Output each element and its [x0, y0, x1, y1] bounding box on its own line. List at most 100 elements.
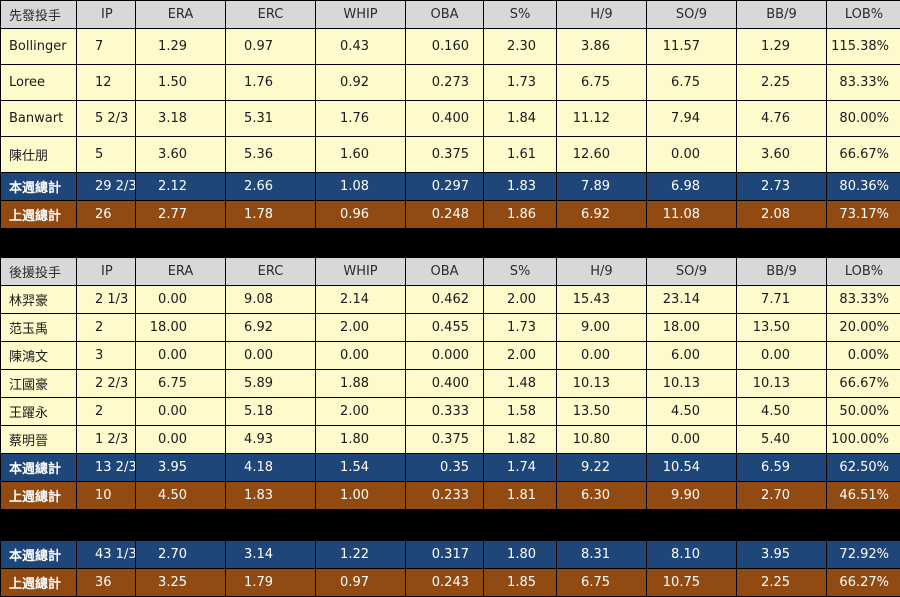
stat-so9: 7.94 — [647, 101, 736, 136]
pitcher-name: 林羿豪 — [1, 286, 76, 313]
stat-h9: 9.00 — [557, 314, 646, 341]
stat-s-pct: 1.80 — [484, 541, 556, 568]
starter-row: Bollinger 7 1.29 0.97 0.43 0.160 2.30 3.86 11.57… — [1, 29, 900, 64]
stat-bb9: 5.40 — [737, 426, 826, 453]
stat-s-pct: 2.00 — [484, 342, 556, 369]
column-header-erc: ERC — [226, 258, 315, 285]
stat-bb9: 13.50 — [737, 314, 826, 341]
starter-row: Loree 12 1.50 1.76 0.92 0.273 1.73 6.75 6.75 2.25… — [1, 65, 900, 100]
stat-whip: 2.14 — [316, 286, 405, 313]
stat-ip: 10 — [77, 482, 135, 509]
stat-oba: 0.000 — [406, 342, 483, 369]
stat-whip: 1.00 — [316, 482, 405, 509]
stat-erc: 1.76 — [226, 65, 315, 100]
stat-s-pct: 1.84 — [484, 101, 556, 136]
stat-h9: 6.75 — [557, 569, 646, 596]
stat-era: 0.00 — [136, 342, 225, 369]
stat-oba: 0.462 — [406, 286, 483, 313]
stat-oba: 0.317 — [406, 541, 483, 568]
pitcher-name: 陳仕朋 — [1, 137, 76, 172]
stat-s-pct: 1.83 — [484, 173, 556, 200]
stat-era: 0.00 — [136, 398, 225, 425]
pitcher-name: 本週總計 — [1, 173, 76, 200]
column-header-era: ERA — [136, 1, 225, 28]
stat-lob-pct: 66.67% — [827, 370, 900, 397]
stat-era: 1.50 — [136, 65, 225, 100]
column-header-s-pct: S% — [484, 1, 556, 28]
stat-erc: 0.00 — [226, 342, 315, 369]
stat-erc: 3.14 — [226, 541, 315, 568]
stat-s-pct: 1.58 — [484, 398, 556, 425]
stat-erc: 2.66 — [226, 173, 315, 200]
stat-ip: 43 1/3 — [77, 541, 135, 568]
stat-lob-pct: 72.92% — [827, 541, 900, 568]
stat-bb9: 2.73 — [737, 173, 826, 200]
column-header-erc: ERC — [226, 1, 315, 28]
stat-era: 3.60 — [136, 137, 225, 172]
stat-bb9: 6.59 — [737, 454, 826, 481]
stat-ip: 2 — [77, 398, 135, 425]
stat-whip: 1.08 — [316, 173, 405, 200]
stat-oba: 0.160 — [406, 29, 483, 64]
stat-so9: 11.08 — [647, 201, 736, 228]
stat-h9: 6.30 — [557, 482, 646, 509]
stat-lob-pct: 66.67% — [827, 137, 900, 172]
stat-erc: 5.89 — [226, 370, 315, 397]
stat-bb9: 3.95 — [737, 541, 826, 568]
reliever-row: 王躍永 2 0.00 5.18 2.00 0.333 1.58 13.50 4.50 4.50 50… — [1, 398, 900, 425]
stat-whip: 1.60 — [316, 137, 405, 172]
pitcher-name: 王躍永 — [1, 398, 76, 425]
stat-ip: 3 — [77, 342, 135, 369]
stat-erc: 1.83 — [226, 482, 315, 509]
stat-h9: 15.43 — [557, 286, 646, 313]
stat-bb9: 4.50 — [737, 398, 826, 425]
column-header-oba: OBA — [406, 258, 483, 285]
stat-bb9: 2.08 — [737, 201, 826, 228]
stat-h9: 13.50 — [557, 398, 646, 425]
stat-bb9: 4.76 — [737, 101, 826, 136]
stat-bb9: 2.25 — [737, 65, 826, 100]
stat-so9: 10.54 — [647, 454, 736, 481]
stat-so9: 11.57 — [647, 29, 736, 64]
stat-erc: 1.79 — [226, 569, 315, 596]
stat-oba: 0.273 — [406, 65, 483, 100]
stat-bb9: 7.71 — [737, 286, 826, 313]
stat-era: 18.00 — [136, 314, 225, 341]
stat-s-pct: 2.30 — [484, 29, 556, 64]
stat-s-pct: 1.73 — [484, 314, 556, 341]
stat-whip: 0.92 — [316, 65, 405, 100]
stat-era: 2.12 — [136, 173, 225, 200]
column-header-h9: H/9 — [557, 258, 646, 285]
stat-oba: 0.233 — [406, 482, 483, 509]
stat-so9: 6.98 — [647, 173, 736, 200]
pitcher-name: Loree — [1, 65, 76, 100]
column-header-so9: SO/9 — [647, 1, 736, 28]
stat-whip: 1.54 — [316, 454, 405, 481]
column-header-ip: IP — [77, 1, 135, 28]
stat-so9: 9.90 — [647, 482, 736, 509]
stat-h9: 8.31 — [557, 541, 646, 568]
reliever-row: 陳鴻文 3 0.00 0.00 0.00 0.000 2.00 0.00 6.00 0.00 0.0… — [1, 342, 900, 369]
stat-lob-pct: 50.00% — [827, 398, 900, 425]
stat-so9: 0.00 — [647, 137, 736, 172]
stat-oba: 0.333 — [406, 398, 483, 425]
stat-ip: 1 2/3 — [77, 426, 135, 453]
stat-era: 4.50 — [136, 482, 225, 509]
stat-lob-pct: 115.38% — [827, 29, 900, 64]
column-header-whip: WHIP — [316, 1, 405, 28]
stat-lob-pct: 66.27% — [827, 569, 900, 596]
stat-erc: 1.78 — [226, 201, 315, 228]
stat-ip: 13 2/3 — [77, 454, 135, 481]
stat-erc: 6.92 — [226, 314, 315, 341]
stat-era: 3.95 — [136, 454, 225, 481]
stat-so9: 0.00 — [647, 426, 736, 453]
stat-lob-pct: 80.00% — [827, 101, 900, 136]
stat-s-pct: 1.48 — [484, 370, 556, 397]
column-header-bb9: BB/9 — [737, 258, 826, 285]
column-header-oba: OBA — [406, 1, 483, 28]
pitcher-name: 本週總計 — [1, 454, 76, 481]
stat-ip: 36 — [77, 569, 135, 596]
stat-whip: 0.96 — [316, 201, 405, 228]
reliever-row: 范玉禹 2 18.00 6.92 2.00 0.455 1.73 9.00 18.00 13.50… — [1, 314, 900, 341]
